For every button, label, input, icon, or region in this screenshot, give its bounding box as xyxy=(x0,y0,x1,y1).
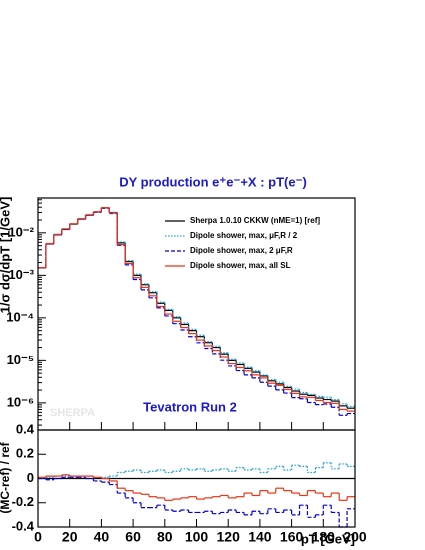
ratio-y-axis-label: (MC-ref) / ref xyxy=(0,441,12,513)
chart-title: DY production e⁺e⁻+X : pT(e⁻) xyxy=(119,174,307,189)
legend-label: Dipole shower, max, 2 μF,R xyxy=(190,246,293,255)
x-tick-label: 80 xyxy=(157,529,173,545)
y-tick-label: 10⁻⁶ xyxy=(7,394,34,409)
x-tick-label: 120 xyxy=(217,529,241,545)
x-tick-label: 100 xyxy=(185,529,209,545)
watermark: SHERPA xyxy=(50,407,95,419)
x-axis-label: pT [GeV] xyxy=(301,531,355,546)
legend-label: Dipole shower, max, all SL xyxy=(190,261,291,270)
y-tick-label: 0.4 xyxy=(16,421,35,436)
y-tick-label: 10⁻² xyxy=(8,224,34,239)
x-tick-label: 180 xyxy=(312,529,336,545)
annotation: Tevatron Run 2 xyxy=(143,399,237,414)
x-tick-label: 200 xyxy=(343,529,367,545)
legend-label: Dipole shower, max, μF,R / 2 xyxy=(190,231,298,240)
y-tick-label: 10⁻⁴ xyxy=(6,309,34,324)
y-tick-label: 10⁻⁵ xyxy=(7,352,34,367)
x-tick-label: 160 xyxy=(280,529,304,545)
plot-frame xyxy=(37,429,356,528)
x-tick-label: 140 xyxy=(248,529,272,545)
y-tick-label: -0.2 xyxy=(12,494,34,509)
x-tick-label: 20 xyxy=(62,529,78,545)
legend-label: Sherpa 1.0.10 CKKW (nME=1) [ref] xyxy=(190,216,320,225)
x-tick-label: 60 xyxy=(125,529,141,545)
x-tick-label: 0 xyxy=(34,529,42,545)
y-tick-label: -0.4 xyxy=(12,518,35,533)
y-axis-label: 1/σ dσ/dpT [1/GeV] xyxy=(0,197,12,314)
y-tick-label: 10⁻³ xyxy=(8,267,34,282)
y-tick-label: 0 xyxy=(27,470,34,485)
y-tick-label: 0.2 xyxy=(16,446,34,461)
x-tick-label: 40 xyxy=(94,529,110,545)
